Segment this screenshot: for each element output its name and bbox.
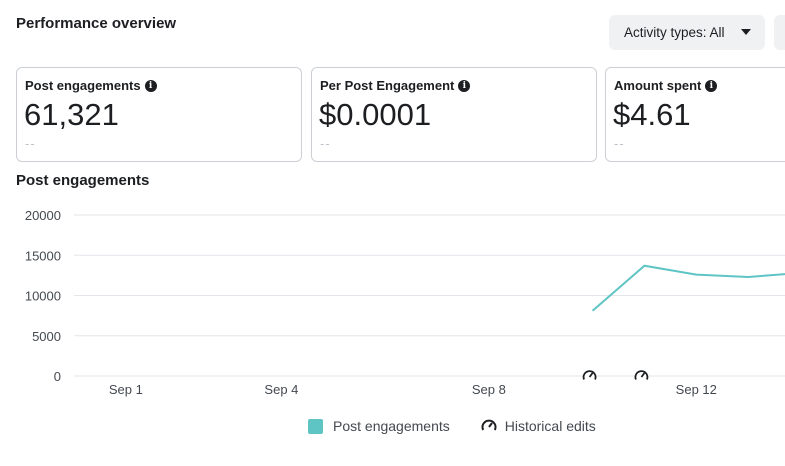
legend-item-historical-edits[interactable]: Historical edits [450, 417, 596, 435]
y-tick-label: 20000 [25, 208, 61, 223]
page-title: Performance overview [16, 15, 177, 32]
metric-comparison: -- [320, 136, 331, 151]
x-tick-label: Sep 1 [109, 382, 143, 397]
x-tick-label: Sep 4 [264, 382, 298, 397]
y-tick-label: 0 [54, 369, 61, 384]
activity-types-dropdown[interactable]: Activity types: All [609, 15, 765, 50]
legend-label: Historical edits [504, 418, 596, 434]
metric-value: $4.61 [613, 97, 691, 132]
metric-label-text: Amount spent [614, 78, 702, 93]
metric-card-post-engagements[interactable]: Post engagements i 61,321 -- [16, 67, 302, 162]
series-line-post-engagements [591, 264, 785, 312]
y-tick-label: 5000 [32, 329, 61, 344]
post-engagements-chart[interactable]: 0 5000 10000 15000 20000 Sep 1 Sep 4 Sep 8 Sep 1… [0, 200, 785, 405]
x-tick-label: Sep 12 [676, 382, 717, 397]
legend-label: Post engagements [333, 418, 450, 434]
activity-types-label: Activity types: All [624, 25, 725, 40]
historical-edit-marker[interactable] [582, 369, 597, 383]
historical-edit-icon [480, 417, 498, 435]
chart-legend: Post engagements Historical edits [308, 417, 596, 435]
historical-edit-marker[interactable] [634, 369, 649, 383]
metric-comparison: -- [25, 136, 36, 151]
metric-label: Amount spent i [614, 78, 718, 93]
chart-title: Post engagements [16, 172, 150, 189]
metric-comparison: -- [614, 136, 625, 151]
legend-item-post-engagements[interactable]: Post engagements [308, 418, 450, 434]
y-tick-label: 10000 [25, 289, 61, 304]
metric-label: Post engagements i [25, 78, 157, 93]
x-tick-label: Sep 8 [472, 382, 506, 397]
metric-label-text: Post engagements [25, 78, 141, 93]
metric-card-amount-spent[interactable]: Amount spent i $4.61 -- [605, 67, 785, 162]
legend-swatch [308, 418, 323, 434]
metric-card-per-post-engagement[interactable]: Per Post Engagement i $0.0001 -- [311, 67, 597, 162]
info-icon[interactable]: i [705, 79, 718, 92]
metric-label: Per Post Engagement i [320, 78, 471, 93]
metric-value: $0.0001 [319, 97, 432, 132]
info-icon[interactable]: i [458, 79, 471, 92]
y-tick-label: 15000 [25, 248, 61, 263]
info-icon[interactable]: i [144, 79, 157, 92]
caret-down-icon [741, 29, 751, 35]
toolbar-button[interactable] [774, 15, 785, 50]
metric-label-text: Per Post Engagement [320, 78, 455, 93]
metric-value: 61,321 [24, 97, 119, 132]
